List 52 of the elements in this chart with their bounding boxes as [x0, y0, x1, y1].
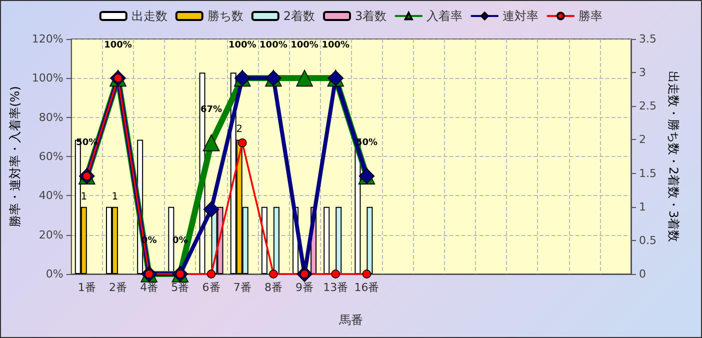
x-tick-label: 5番: [171, 281, 190, 294]
data-label: 100%: [322, 40, 350, 50]
legend-label: 連対率: [502, 9, 539, 23]
point: [202, 134, 220, 152]
point: [296, 70, 313, 87]
data-label: 1: [112, 191, 118, 202]
data-label: 100%: [290, 40, 318, 50]
y-axis-title: 勝率・連対率・入着率(%): [8, 86, 22, 227]
x-tick-label: 13番: [323, 281, 348, 294]
legend-label: 3着数: [355, 9, 387, 23]
y2-tick-label: 3.5: [639, 32, 656, 46]
x-tick-label: 1番: [78, 281, 96, 294]
bar: [324, 206, 330, 274]
y2-axis-title: 出走数・勝ち数・2着数・3着数: [666, 70, 680, 242]
x-tick-label: 16番: [354, 281, 380, 294]
data-label: 100%: [104, 40, 132, 50]
x-tick-label: 2番: [108, 281, 127, 294]
data-label: 2: [236, 124, 243, 136]
y2-tick-label: 0.5: [639, 234, 656, 247]
point: [238, 138, 247, 148]
data-label: 100%: [228, 40, 256, 50]
y-tick-label: 60%: [38, 150, 64, 163]
legend-label: 入着率: [426, 9, 463, 23]
x-tick-label: 8番: [264, 281, 282, 294]
y-tick-label: 100%: [32, 72, 64, 85]
y2-tick-label: 2: [639, 133, 646, 146]
y-tick-label: 0%: [46, 268, 64, 280]
x-tick-label: 4番: [140, 281, 158, 294]
y2-tick-label: 3: [639, 66, 646, 80]
y-tick-label: 40%: [38, 189, 64, 202]
x-tick-label: 9番: [296, 281, 314, 294]
x-tick-label: 7番: [233, 281, 252, 294]
point: [362, 270, 372, 278]
point: [331, 270, 340, 278]
legend-label: 勝ち数: [207, 9, 244, 23]
x-axis-title: 馬番: [338, 313, 364, 327]
data-label: 1: [80, 191, 88, 202]
y-tick-label: 20%: [38, 228, 64, 242]
point: [269, 270, 278, 278]
legend-label: 出走数: [131, 9, 168, 23]
data-label: 100%: [260, 40, 288, 50]
x-tick-label: 6番: [202, 281, 220, 294]
y-tick-label: 80%: [38, 110, 64, 124]
legend-label: 勝率: [578, 9, 603, 23]
y-tick-label: 120%: [32, 32, 64, 46]
point: [206, 270, 216, 278]
y2-tick-label: 0: [639, 268, 646, 280]
y2-tick-label: 2.5: [639, 100, 656, 113]
legend-label: 2着数: [283, 9, 316, 23]
y2-tick-label: 1: [639, 200, 646, 214]
y2-tick-label: 1.5: [639, 166, 656, 180]
point: [203, 201, 220, 218]
